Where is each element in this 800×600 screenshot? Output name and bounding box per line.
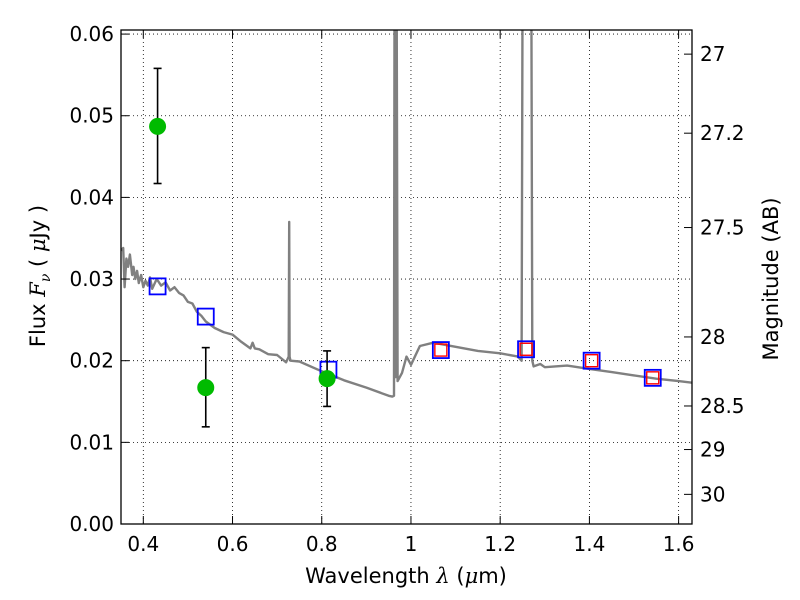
y-tick-label: 0.02 xyxy=(69,349,114,373)
plot-frame xyxy=(120,29,693,525)
y-tick-label: 0.04 xyxy=(69,185,114,209)
observed-photometry-square xyxy=(584,353,599,368)
x-tick-label: 0.6 xyxy=(217,532,249,556)
y-tick-label: 0.05 xyxy=(69,104,114,128)
x-tick-label: 0.8 xyxy=(306,532,338,556)
model-photometry-square xyxy=(582,351,601,370)
y2-tick-label: 28.5 xyxy=(700,394,745,418)
x-tick-label: 1.6 xyxy=(663,532,695,556)
detection-point xyxy=(318,370,336,388)
x-tick-label: 0.4 xyxy=(127,532,159,556)
observed-photometry-square xyxy=(646,371,660,385)
observed-photometry-square xyxy=(434,343,448,357)
y-tick-label: 0.06 xyxy=(69,22,114,46)
model-photometry-square xyxy=(643,368,662,387)
y2-axis-title: Magnitude (AB) xyxy=(759,197,783,360)
detection-point xyxy=(197,379,215,397)
y2-tick-label: 27.5 xyxy=(700,216,745,240)
y-axis-title: Flux Fν ( μJy ) xyxy=(26,205,54,347)
y-tick-label: 0.00 xyxy=(69,512,114,536)
y-tick-label: 0.01 xyxy=(69,430,114,454)
y2-tick-label: 30 xyxy=(700,482,725,506)
y2-tick-label: 27.2 xyxy=(700,121,745,145)
x-tick-label: 1.4 xyxy=(573,532,605,556)
x-tick-label: 1.2 xyxy=(484,532,516,556)
detection-point xyxy=(149,117,167,135)
model-spectrum-line xyxy=(121,30,692,398)
model-photometry-square xyxy=(431,341,450,359)
grid-lines xyxy=(121,30,692,525)
y2-tick-label: 28 xyxy=(700,325,725,349)
plot-clip-group xyxy=(121,30,692,398)
y2-tick-label: 29 xyxy=(700,438,725,462)
observed-photometry-square xyxy=(519,342,533,356)
model-photometry-square xyxy=(517,340,535,359)
x-axis-title: Wavelength λ (μm) xyxy=(305,564,507,588)
model-photometry-square xyxy=(196,307,215,326)
model-photometry-square xyxy=(148,277,167,296)
y2-tick-label: 27 xyxy=(700,42,725,66)
axis-ticks xyxy=(121,30,692,525)
y-tick-label: 0.03 xyxy=(69,267,114,291)
tick-labels: 0.4 0.6 0.8 1 1.2 1.4 1.6 0.00 0.01 0.02 0.03 0.04 0… xyxy=(69,22,744,556)
x-tick-label: 1 xyxy=(405,532,418,556)
plot-area xyxy=(121,30,692,428)
